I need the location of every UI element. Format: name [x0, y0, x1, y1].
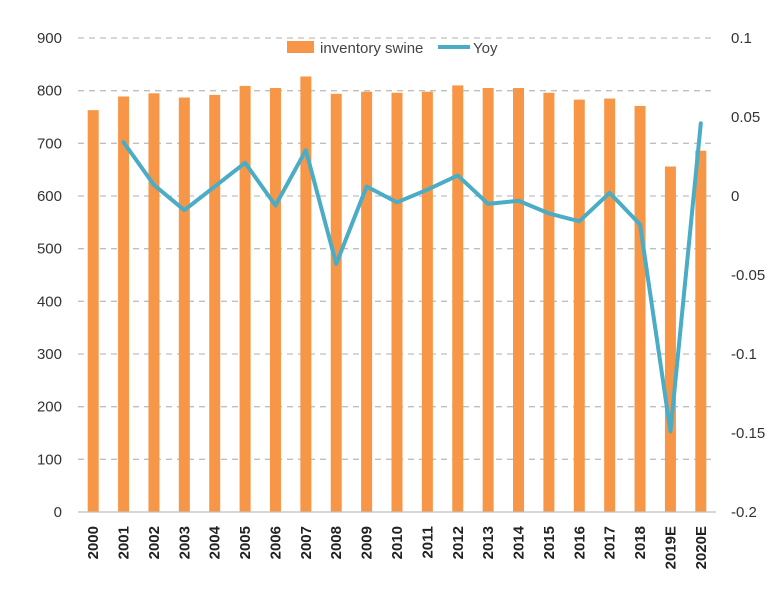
bar-2007 [300, 76, 312, 513]
x-tick-label: 2019E [662, 526, 679, 569]
legend-label: Yoy [473, 40, 498, 57]
y2-tick-label: 0.1 [731, 30, 752, 47]
y-tick-label: 500 [37, 241, 62, 258]
bar-2016 [573, 99, 585, 513]
yoy-point-2012 [457, 174, 459, 176]
bar-2010 [391, 92, 403, 513]
yoy-line [121, 121, 703, 434]
bar-2011 [421, 91, 433, 512]
y2-tick-label: -0.2 [731, 504, 757, 521]
bar-2013 [482, 88, 494, 513]
yoy-point-2010 [396, 201, 398, 203]
x-tick-label: 2014 [511, 525, 528, 559]
yoy-point-2014 [518, 200, 520, 202]
x-tick-label: 2001 [116, 526, 133, 559]
yoy-point-2020E [700, 122, 702, 124]
y2-tick-label: -0.1 [731, 346, 757, 363]
bar-2014 [513, 88, 525, 513]
x-tick-label: 2007 [298, 526, 315, 559]
x-tick-label: 2013 [480, 526, 497, 559]
x-tick-label: 2004 [207, 525, 224, 559]
bar-2000 [87, 110, 99, 513]
y-tick-label: 900 [37, 30, 62, 47]
bar-2002 [148, 93, 160, 513]
bar-2015 [543, 92, 555, 513]
bar-2018 [634, 105, 646, 512]
bar-2019E [664, 166, 676, 513]
bar-2005 [239, 85, 251, 512]
y-axis-left-ticks: 0 100 200 300 400 500 600 700 800 900 [37, 30, 62, 521]
legend-label: inventory swine [320, 40, 423, 57]
y-tick-label: 400 [37, 293, 62, 310]
yoy-point-2004 [214, 186, 216, 188]
x-tick-label: 2005 [237, 526, 254, 559]
x-tick-label: 2015 [541, 526, 558, 559]
y-tick-label: 800 [37, 83, 62, 100]
x-tick-label: 2016 [571, 526, 588, 559]
x-tick-label: 2008 [328, 526, 345, 559]
y2-tick-label: -0.15 [731, 425, 765, 442]
x-tick-label: 2003 [176, 526, 193, 559]
x-tick-label: 2020E [693, 526, 710, 569]
y2-tick-label: 0.05 [731, 109, 760, 126]
legend-swatch-bar [287, 41, 314, 53]
x-tick-label: 2018 [632, 526, 649, 559]
y2-tick-label: 0 [731, 188, 739, 205]
bar-2001 [118, 96, 130, 513]
yoy-point-2005 [244, 162, 246, 164]
line-series [121, 121, 703, 434]
y-axis-right-ticks: -0.2 -0.15 -0.1 -0.05 0 0.05 0.1 [731, 30, 765, 521]
y-tick-label: 300 [37, 346, 62, 363]
yoy-point-2003 [183, 209, 185, 211]
yoy-point-2009 [366, 186, 368, 188]
x-tick-label: 2009 [359, 526, 376, 559]
x-tick-label: 2002 [146, 526, 163, 559]
bar-2009 [361, 91, 373, 512]
yoy-point-2006 [274, 204, 276, 206]
x-axis-ticks: 2000 2001 2002 2003 2004 2005 2006 2007 2008 2009… [85, 525, 710, 569]
y-tick-label: 0 [54, 504, 62, 521]
yoy-point-2013 [487, 203, 489, 205]
bar-2020E [695, 150, 707, 512]
yoy-point-2016 [578, 220, 580, 222]
yoy-point-2017 [609, 192, 611, 194]
y-tick-label: 700 [37, 135, 62, 152]
y-tick-label: 200 [37, 399, 62, 416]
x-tick-label: 2017 [602, 526, 619, 559]
bar-2008 [330, 93, 342, 513]
yoy-point-2008 [335, 263, 337, 265]
x-tick-label: 2000 [85, 526, 102, 559]
yoy-point-2015 [548, 212, 550, 214]
legend: inventory swine Yoy [287, 40, 498, 57]
yoy-point-2011 [426, 189, 428, 191]
yoy-point-2018 [639, 223, 641, 225]
y-tick-label: 600 [37, 188, 62, 205]
x-tick-label: 2012 [450, 526, 467, 559]
x-tick-label: 2006 [267, 526, 284, 559]
yoy-point-2007 [305, 149, 307, 151]
yoy-point-2002 [153, 184, 155, 186]
y-tick-label: 100 [37, 451, 62, 468]
bar-series [87, 76, 707, 513]
y2-tick-label: -0.05 [731, 267, 765, 284]
bar-2006 [269, 88, 281, 513]
bar-2003 [178, 97, 190, 512]
bar-2012 [452, 85, 464, 513]
x-tick-label: 2010 [389, 526, 406, 559]
bar-2004 [209, 94, 221, 512]
x-tick-label: 2011 [419, 526, 436, 559]
yoy-point-2019E [669, 430, 671, 432]
bar-2017 [604, 98, 616, 513]
yoy-point-2001 [123, 141, 125, 143]
